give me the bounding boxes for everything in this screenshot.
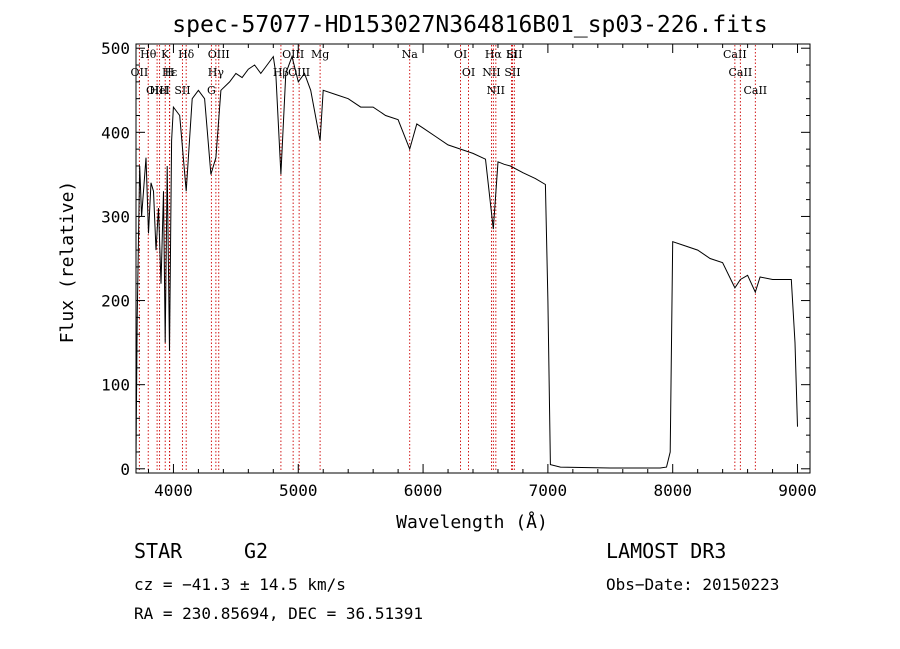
line-marker-label: SII bbox=[174, 84, 190, 97]
y-axis-label: Flux (relative) bbox=[57, 181, 78, 344]
line-marker-label: OIII bbox=[146, 84, 168, 97]
line-marker-label: Hθ bbox=[140, 48, 157, 61]
y-tick-label: 400 bbox=[101, 123, 130, 142]
y-tick-label: 200 bbox=[101, 292, 130, 311]
line-marker-label: Hβ bbox=[273, 66, 289, 79]
plot-frame bbox=[135, 43, 811, 474]
obs-date: Obs−Date: 20150223 bbox=[606, 575, 779, 594]
survey-name: LAMOST DR3 bbox=[606, 539, 726, 563]
x-tick-label: 8000 bbox=[653, 481, 692, 500]
chart-title: spec-57077-HD153027N364816B01_sp03-226.f… bbox=[172, 12, 767, 38]
x-tick-label: 9000 bbox=[778, 481, 817, 500]
line-marker-label: Hα bbox=[485, 48, 503, 61]
line-marker-label: NII bbox=[482, 66, 500, 79]
coordinates: RA = 230.85694, DEC = 36.51391 bbox=[134, 604, 423, 623]
object-type: STAR bbox=[134, 539, 183, 563]
x-tick-label: 7000 bbox=[529, 481, 568, 500]
line-marker-label: CaII bbox=[723, 48, 747, 61]
line-marker-label: OI bbox=[454, 48, 467, 61]
line-marker-label: CaII bbox=[743, 84, 767, 97]
object-subclass: G2 bbox=[244, 539, 268, 563]
line-marker-label: Li bbox=[506, 48, 517, 61]
line-marker-group bbox=[138, 45, 756, 472]
line-marker-label: CaII bbox=[729, 66, 753, 79]
line-marker-label: Hε bbox=[162, 66, 178, 79]
y-tick-label: 300 bbox=[101, 207, 130, 226]
line-marker-label: SII bbox=[506, 48, 522, 61]
x-axis-label: Wavelength (Å) bbox=[396, 511, 548, 533]
line-marker-label: SII bbox=[504, 66, 520, 79]
line-marker-label: OIII bbox=[288, 66, 310, 79]
y-axis-ticks: 0 100 200 300 400 500 bbox=[101, 39, 810, 479]
line-marker-label: OI bbox=[462, 66, 475, 79]
x-tick-label: 5000 bbox=[279, 481, 318, 500]
x-tick-label: 6000 bbox=[404, 481, 443, 500]
line-marker-label: OII bbox=[131, 66, 149, 79]
line-marker-label: NII bbox=[487, 84, 505, 97]
y-tick-label: 0 bbox=[120, 460, 130, 479]
line-marker-label: Hδ bbox=[178, 48, 195, 61]
x-tick-label: 4000 bbox=[154, 481, 193, 500]
y-tick-label: 100 bbox=[101, 376, 130, 395]
y-tick-label: 500 bbox=[101, 39, 130, 58]
line-marker-label: OIII bbox=[282, 48, 304, 61]
line-marker-label: H bbox=[165, 66, 175, 79]
x-axis-ticks: 4000 5000 6000 7000 8000 9000 bbox=[147, 44, 817, 500]
spectrum-line bbox=[135, 54, 798, 469]
line-marker-label: HeI bbox=[149, 84, 169, 97]
line-marker-label: Na bbox=[402, 48, 419, 61]
line-marker-label: Mg bbox=[311, 48, 329, 61]
line-marker-label: G bbox=[207, 84, 216, 97]
line-marker-label: OIII bbox=[208, 48, 230, 61]
line-marker-label: Hγ bbox=[208, 66, 225, 79]
redshift-cz: cz = −41.3 ± 14.5 km/s bbox=[134, 575, 346, 594]
line-marker-label: K bbox=[161, 48, 170, 61]
